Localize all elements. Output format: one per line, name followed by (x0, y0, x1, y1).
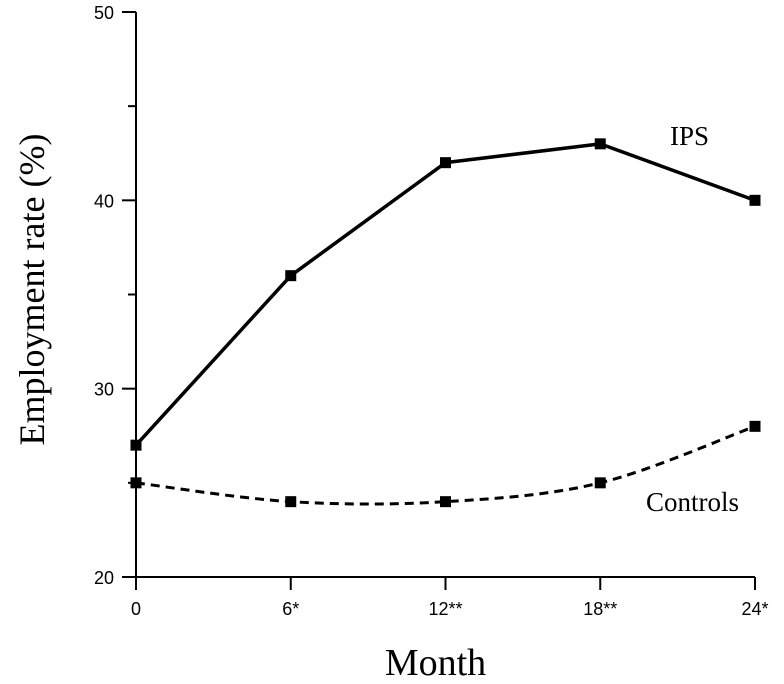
data-point-ips (285, 270, 297, 282)
x-tick-label: 24* (741, 599, 768, 619)
axes: 20 30 40 50 0 6* 12** 18** 24* (94, 3, 769, 619)
y-tick-label: 50 (94, 3, 114, 23)
series-label-ips: IPS (670, 121, 709, 151)
data-point-ips (130, 439, 142, 451)
data-point-ips (594, 138, 606, 150)
data-point-controls (285, 496, 297, 508)
series-layer (130, 138, 761, 508)
data-point-controls (440, 496, 451, 508)
y-tick-label: 20 (94, 568, 114, 588)
data-point-ips (749, 194, 761, 206)
x-axis-title: Month (385, 642, 486, 684)
y-tick-label: 40 (94, 191, 114, 211)
data-point-ips (440, 157, 451, 169)
y-axis-title: Employment rate (%) (12, 134, 52, 446)
y-tick-label: 30 (94, 380, 114, 400)
x-tick-label: 6* (282, 599, 299, 619)
x-tick-label: 12** (428, 599, 462, 619)
data-point-controls (594, 477, 606, 489)
series-line-ips (134, 142, 756, 447)
data-point-controls (130, 477, 142, 489)
x-tick-label: 0 (131, 599, 141, 619)
x-tick-label: 18** (583, 599, 617, 619)
data-point-controls (749, 420, 761, 432)
series-label-controls: Controls (646, 487, 739, 517)
